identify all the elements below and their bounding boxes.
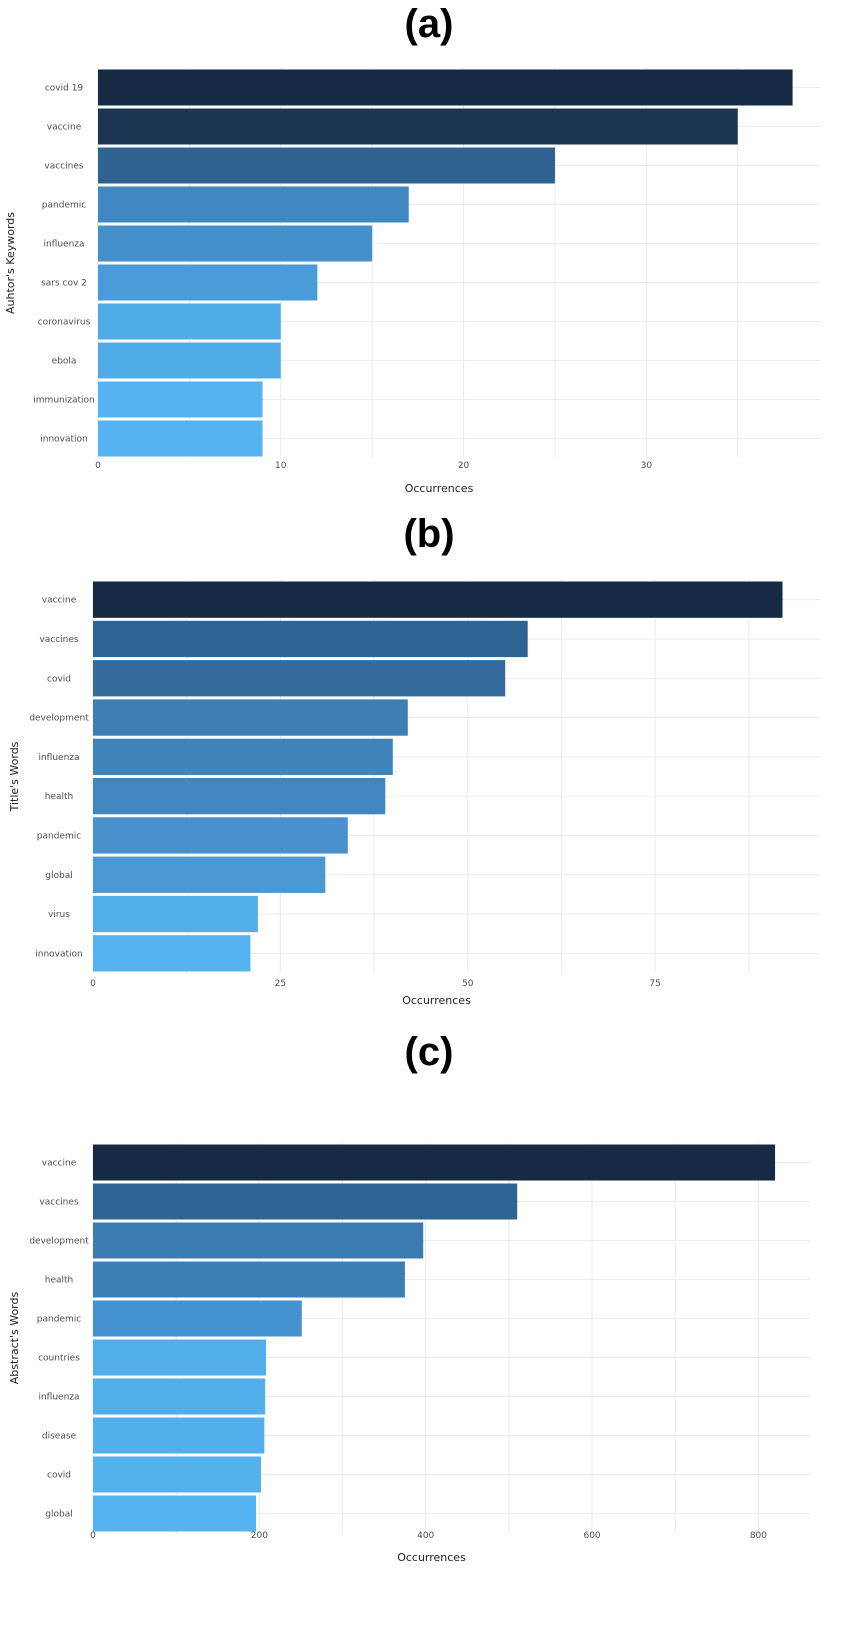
chart-c-category-label: vaccines	[39, 1198, 78, 1208]
panel-c-letter: (c)	[404, 1030, 454, 1074]
chart-b-category-label: vaccine	[42, 596, 77, 606]
chart-a-bar	[98, 303, 281, 340]
chart-c-bar	[93, 1300, 302, 1337]
chart-b-bar	[93, 581, 783, 618]
chart-c-category-label: global	[45, 1510, 72, 1520]
chart-b-x-tick-label: 75	[649, 979, 660, 989]
chart-c-category-label: countries	[38, 1354, 80, 1364]
chart-c: vaccine vaccines development health pandemic…	[0, 1135, 858, 1635]
chart-c-x-tick-label: 600	[583, 1531, 600, 1541]
chart-b-x-tick-label: 50	[462, 979, 474, 989]
chart-b: vaccine vaccines covid development influenza…	[0, 570, 858, 1015]
chart-c-bar	[93, 1222, 424, 1259]
chart-a-category-label: ebola	[52, 357, 77, 367]
chart-a-bar	[98, 108, 738, 145]
chart-b-category-label: global	[45, 871, 72, 881]
chart-b-category-label: influenza	[38, 753, 79, 763]
panel-a-letter: (a)	[404, 2, 454, 46]
chart-c-bar	[93, 1495, 257, 1532]
chart-a-category-label: vaccine	[47, 123, 82, 133]
chart-c-bar	[93, 1261, 405, 1298]
chart-b-category-label: health	[45, 792, 74, 802]
chart-c-x-tick-label: 800	[750, 1531, 767, 1541]
chart-a-category-label: influenza	[43, 240, 84, 250]
chart-b-bar	[93, 856, 326, 893]
chart-c-category-label: covid	[47, 1471, 71, 1481]
chart-a: covid 19 vaccine vaccines pandemic influenza…	[0, 60, 858, 500]
chart-c-category-label: vaccine	[42, 1159, 77, 1169]
chart-a-bar	[98, 264, 318, 301]
chart-b-bar	[93, 935, 251, 972]
chart-c-category-label: influenza	[38, 1393, 79, 1403]
chart-a-x-axis-title: Occurrences	[405, 482, 474, 495]
chart-a-bar	[98, 342, 281, 379]
chart-a-x-tick-label: 10	[275, 461, 287, 471]
chart-c-bar	[93, 1456, 262, 1493]
chart-b-x-tick-label: 0	[90, 979, 96, 989]
chart-b-bar	[93, 778, 386, 815]
chart-b-x-tick-label: 25	[275, 979, 286, 989]
chart-a-bar	[98, 69, 793, 106]
chart-b-bar	[93, 620, 528, 658]
chart-c-category-label: disease	[42, 1432, 77, 1442]
chart-a-bar	[98, 381, 263, 418]
chart-a-category-label: pandemic	[42, 201, 86, 211]
chart-b-category-label: development	[29, 714, 89, 724]
chart-c-bar	[93, 1339, 267, 1376]
chart-b-category-label: covid	[47, 674, 71, 684]
chart-a-bar	[98, 186, 409, 223]
chart-c-x-tick-label: 200	[251, 1531, 268, 1541]
chart-c-bar	[93, 1378, 266, 1415]
chart-c-x-tick-label: 400	[417, 1531, 434, 1541]
chart-b-bar	[93, 895, 258, 933]
chart-a-category-label: covid 19	[45, 84, 84, 94]
chart-b-x-axis-title: Occurrences	[402, 994, 471, 1007]
panel-b-letter: (b)	[403, 512, 455, 556]
chart-c-bar	[93, 1144, 776, 1181]
chart-a-category-label: vaccines	[44, 162, 83, 172]
chart-a-x-tick-label: 20	[458, 461, 470, 471]
chart-c-category-label: development	[29, 1237, 89, 1247]
chart-b-category-label: vaccines	[39, 635, 78, 645]
chart-c-category-label: pandemic	[37, 1315, 81, 1325]
chart-b-bar	[93, 660, 506, 697]
chart-c-x-axis-title: Occurrences	[397, 1551, 466, 1564]
chart-b-bar	[93, 699, 408, 736]
chart-c-bar	[93, 1417, 265, 1454]
chart-a-x-tick-label: 0	[95, 461, 101, 471]
chart-a-y-axis-title: Auhtor's Keywords	[4, 212, 17, 314]
chart-b-bar	[93, 738, 393, 775]
chart-b-category-label: pandemic	[37, 831, 81, 841]
chart-a-category-label: immunization	[33, 396, 94, 406]
chart-b-category-label: innovation	[35, 949, 83, 959]
chart-a-category-label: coronavirus	[38, 318, 91, 328]
chart-a-bar	[98, 420, 263, 457]
chart-c-category-label: health	[45, 1276, 74, 1286]
chart-a-svg: covid 19 vaccine vaccines pandemic influenza…	[4, 68, 820, 495]
chart-c-y-axis-title: Abstract's Words	[8, 1292, 21, 1385]
chart-b-svg: vaccine vaccines covid development influenza…	[8, 580, 820, 1007]
chart-c-svg: vaccine vaccines development health pandemic…	[8, 1143, 810, 1564]
chart-a-x-tick-label: 30	[641, 461, 653, 471]
chart-a-category-label: sars cov 2	[41, 279, 87, 289]
chart-a-bar	[98, 225, 373, 262]
chart-b-bar	[93, 817, 348, 854]
chart-a-category-label: innovation	[40, 435, 88, 445]
chart-c-bar	[93, 1183, 518, 1220]
chart-b-y-axis-title: Title's Words	[8, 741, 21, 812]
chart-a-bar	[98, 147, 555, 184]
chart-b-category-label: virus	[48, 910, 70, 920]
chart-c-x-tick-label: 0	[90, 1531, 96, 1541]
